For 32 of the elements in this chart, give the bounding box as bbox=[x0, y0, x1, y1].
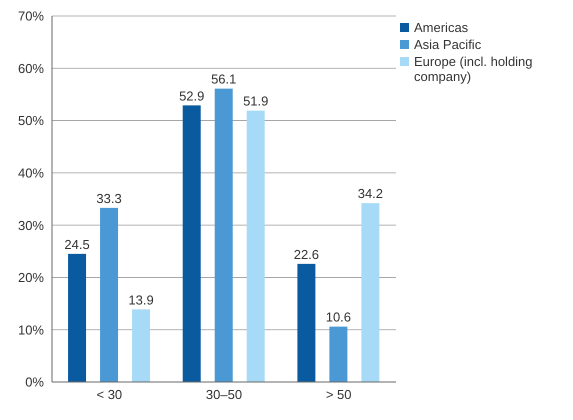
bar bbox=[182, 105, 201, 382]
bar bbox=[246, 110, 265, 382]
y-tick-label: 50% bbox=[18, 113, 44, 128]
y-tick-label: 0% bbox=[25, 374, 44, 390]
data-label: 10.6 bbox=[326, 310, 352, 325]
bar bbox=[100, 208, 118, 382]
legend-label: Europe (incl. holding company) bbox=[414, 54, 534, 84]
legend-label: Asia Pacific bbox=[414, 37, 482, 52]
y-tick-label: 30% bbox=[18, 218, 44, 233]
bar bbox=[297, 264, 316, 382]
bar bbox=[132, 309, 150, 382]
bar bbox=[68, 254, 86, 382]
y-tick-label: 60% bbox=[18, 60, 44, 76]
bar bbox=[361, 203, 380, 382]
data-label: 34.2 bbox=[358, 186, 384, 202]
bar bbox=[214, 88, 233, 382]
data-label: 52.9 bbox=[179, 88, 204, 104]
legend-label: Americas bbox=[414, 20, 468, 35]
data-label: 24.5 bbox=[64, 236, 90, 252]
x-tick-label: < 30 bbox=[96, 387, 122, 402]
data-label: 22.6 bbox=[294, 246, 320, 262]
y-tick-label: 20% bbox=[18, 270, 44, 286]
y-tick-label: 10% bbox=[18, 322, 44, 338]
x-tick-label: 30–50 bbox=[206, 387, 242, 402]
data-label: 51.9 bbox=[243, 94, 268, 109]
y-tick-label: 40% bbox=[18, 165, 44, 180]
x-tick-label: > 50 bbox=[326, 387, 352, 402]
data-label: 13.9 bbox=[128, 292, 154, 308]
data-label: 56.1 bbox=[211, 72, 236, 87]
y-tick-label: 70% bbox=[18, 8, 44, 24]
bar bbox=[329, 326, 348, 382]
data-label: 33.3 bbox=[96, 190, 122, 206]
